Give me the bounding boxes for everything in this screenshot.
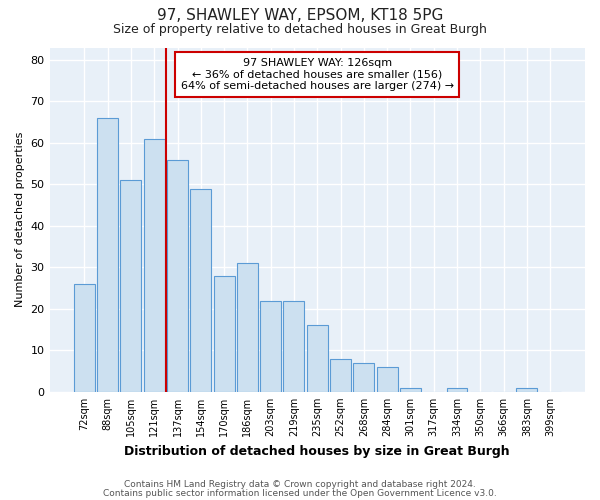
Text: 97, SHAWLEY WAY, EPSOM, KT18 5PG: 97, SHAWLEY WAY, EPSOM, KT18 5PG: [157, 8, 443, 22]
Bar: [353, 363, 374, 392]
Bar: [330, 358, 351, 392]
Bar: [97, 118, 118, 392]
Bar: [307, 326, 328, 392]
Text: Contains HM Land Registry data © Crown copyright and database right 2024.: Contains HM Land Registry data © Crown c…: [124, 480, 476, 489]
Y-axis label: Number of detached properties: Number of detached properties: [15, 132, 25, 308]
Bar: [190, 188, 211, 392]
Bar: [214, 276, 235, 392]
Bar: [377, 367, 398, 392]
X-axis label: Distribution of detached houses by size in Great Burgh: Distribution of detached houses by size …: [124, 444, 510, 458]
Bar: [260, 300, 281, 392]
Text: Contains public sector information licensed under the Open Government Licence v3: Contains public sector information licen…: [103, 489, 497, 498]
Bar: [517, 388, 538, 392]
Bar: [400, 388, 421, 392]
Bar: [283, 300, 304, 392]
Bar: [167, 160, 188, 392]
Bar: [74, 284, 95, 392]
Text: Size of property relative to detached houses in Great Burgh: Size of property relative to detached ho…: [113, 22, 487, 36]
Bar: [237, 263, 258, 392]
Text: 97 SHAWLEY WAY: 126sqm
← 36% of detached houses are smaller (156)
64% of semi-de: 97 SHAWLEY WAY: 126sqm ← 36% of detached…: [181, 58, 454, 91]
Bar: [446, 388, 467, 392]
Bar: [144, 139, 165, 392]
Bar: [121, 180, 142, 392]
